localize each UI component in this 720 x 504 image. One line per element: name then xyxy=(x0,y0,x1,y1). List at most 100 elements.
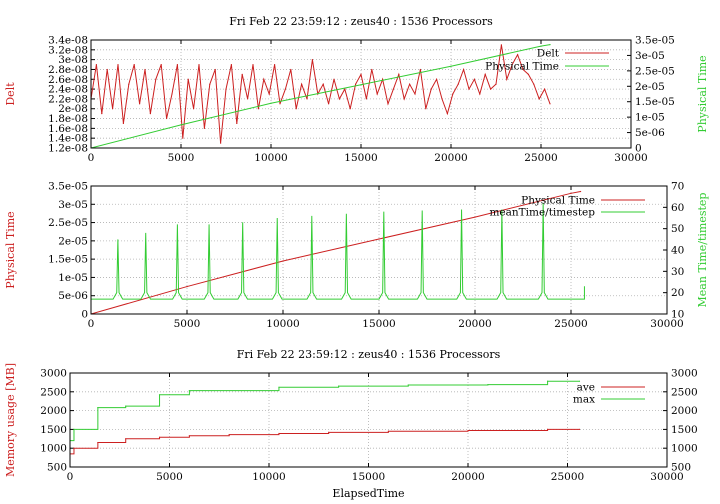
series-line-max xyxy=(70,380,580,442)
data-point xyxy=(209,83,211,85)
y2-tick-label: 10 xyxy=(671,309,684,321)
x-tick-label: 25000 xyxy=(524,152,557,164)
y-tick-label: 1e-05 xyxy=(58,272,88,284)
x-tick-label: 30000 xyxy=(650,471,683,483)
data-point xyxy=(378,238,380,240)
y-tick-label: 1.4e-08 xyxy=(48,133,88,145)
data-point xyxy=(241,73,243,75)
y2-tick-label: 70 xyxy=(671,181,684,193)
data-point xyxy=(446,113,448,115)
data-point xyxy=(387,103,389,105)
data-point xyxy=(407,384,409,386)
x-tick-label: 0 xyxy=(88,318,95,330)
data-point xyxy=(392,88,394,90)
data-point xyxy=(436,78,438,80)
data-point xyxy=(549,44,551,46)
data-point xyxy=(193,108,195,110)
y-tick-label: 1.5e-05 xyxy=(48,254,88,266)
x-tick-label: 20000 xyxy=(451,471,484,483)
data-point xyxy=(414,93,416,95)
series-line-meantime-timestep xyxy=(91,203,585,300)
data-point xyxy=(188,390,190,392)
data-point xyxy=(73,447,75,449)
x-tick-label: 20000 xyxy=(434,152,467,164)
y2-tick-label: 5e-06 xyxy=(635,127,665,139)
y-tick-label: 2e-05 xyxy=(58,235,88,247)
data-point xyxy=(171,93,173,95)
plot-3: 0 5000 10000 15000 20000 25000 300005001000150… xyxy=(4,348,698,500)
data-point xyxy=(182,137,184,139)
plot-frame xyxy=(69,372,668,468)
data-point xyxy=(344,88,346,90)
data-point xyxy=(139,103,141,105)
y-tick-label: 2.6e-08 xyxy=(48,74,88,86)
data-point xyxy=(403,98,405,100)
y-axis-label: Delt xyxy=(4,82,17,106)
y2-tick-label: 3000 xyxy=(671,368,698,380)
data-point xyxy=(457,83,459,85)
data-point xyxy=(214,68,216,71)
y2-tick-label: 3e-05 xyxy=(635,50,665,62)
y2-tick-label: 2.5e-05 xyxy=(635,65,675,77)
data-point xyxy=(376,93,378,95)
data-point xyxy=(144,68,146,71)
y-tick-label: 2000 xyxy=(40,405,67,417)
plot-frame xyxy=(90,185,668,315)
data-point xyxy=(295,108,297,110)
y-tick-label: 1.6e-08 xyxy=(48,123,88,135)
data-point xyxy=(220,142,222,144)
x-tick-label: 25000 xyxy=(554,318,587,330)
data-point xyxy=(268,93,270,95)
x-tick-label: 30000 xyxy=(614,152,647,164)
data-point xyxy=(409,83,411,85)
x-tick-label: 25000 xyxy=(551,471,584,483)
data-point xyxy=(538,98,540,100)
y-tick-label: 2.2e-08 xyxy=(48,93,88,105)
data-point xyxy=(333,78,335,80)
y-tick-label: 3000 xyxy=(40,368,67,380)
data-point xyxy=(112,108,114,110)
data-point xyxy=(468,88,470,90)
data-point xyxy=(578,380,581,382)
data-point xyxy=(547,428,549,430)
y2-tick-label: 50 xyxy=(671,223,684,235)
data-point xyxy=(274,63,276,66)
data-point xyxy=(230,63,232,66)
x-tick-label: 0 xyxy=(67,471,74,483)
data-point xyxy=(349,108,351,110)
data-point xyxy=(160,63,162,66)
data-point xyxy=(101,113,103,115)
y2-tick-label: 0 xyxy=(635,143,642,155)
data-point xyxy=(95,63,97,66)
data-point xyxy=(506,78,508,80)
y2-tick-label: 500 xyxy=(671,462,691,474)
y-tick-label: 500 xyxy=(47,462,67,474)
data-point xyxy=(387,430,389,432)
data-point xyxy=(578,428,581,430)
data-point xyxy=(533,83,535,85)
y-tick-label: 2500 xyxy=(40,386,67,398)
data-point xyxy=(203,127,205,129)
data-point xyxy=(474,216,476,218)
data-point xyxy=(125,438,127,440)
data-point xyxy=(306,98,308,100)
y-axis-label: Memory usage [MB] xyxy=(4,363,17,477)
x-tick-label: 0 xyxy=(88,152,95,164)
y2-tick-label: 60 xyxy=(671,202,684,214)
y-tick-label: 5e-06 xyxy=(58,290,88,302)
y2-tick-label: 30 xyxy=(671,266,684,278)
legend-label: meanTime/timestep xyxy=(489,207,595,219)
data-point xyxy=(450,65,452,67)
data-point xyxy=(487,384,489,386)
plot-frame xyxy=(90,39,632,149)
data-point xyxy=(382,78,384,80)
y2-tick-label: 1e-05 xyxy=(635,112,665,124)
data-point xyxy=(158,394,161,396)
data-point xyxy=(463,68,465,71)
chart-title: Fri Feb 22 23:59:12 : zeus40 : 1536 Proc… xyxy=(237,348,501,361)
series-layer xyxy=(70,380,581,455)
data-point xyxy=(263,78,265,80)
data-point xyxy=(479,93,481,95)
data-point xyxy=(257,108,259,110)
data-point xyxy=(278,432,280,435)
